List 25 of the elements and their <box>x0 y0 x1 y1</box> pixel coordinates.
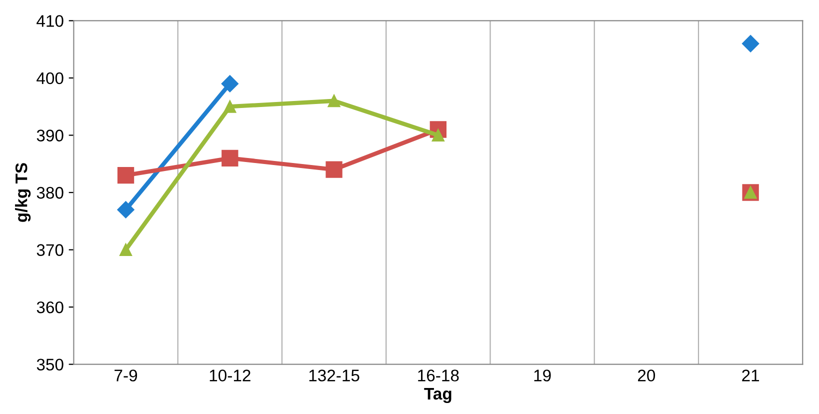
x-tick-label: 10-12 <box>210 370 250 382</box>
y-tick-label: 390 <box>36 130 64 142</box>
y-tick-label: 410 <box>36 15 64 27</box>
x-tick-label: 16-18 <box>418 370 459 382</box>
x-tick-label: 7-9 <box>114 370 138 382</box>
x-tick-label: 20 <box>638 370 656 382</box>
x-tick-label: 21 <box>742 370 760 382</box>
point <box>120 244 132 256</box>
y-tick-label: 380 <box>36 186 64 199</box>
point <box>224 100 236 113</box>
x-tick-label: 19 <box>534 370 551 382</box>
y-tick-label: 400 <box>36 72 64 84</box>
point <box>222 150 238 166</box>
point <box>117 166 134 184</box>
x-tick-label: 132-15 <box>309 370 360 382</box>
point <box>326 161 342 178</box>
y-axis-title: g/kg TS <box>15 163 31 222</box>
point <box>742 35 760 52</box>
y-tick-label: 360 <box>36 301 64 314</box>
point <box>117 201 134 218</box>
y-tick-label: 370 <box>36 244 64 256</box>
point <box>328 94 340 108</box>
x-axis-title: Tag <box>424 388 452 404</box>
point <box>221 75 238 92</box>
y-tick-label: 350 <box>36 358 64 371</box>
